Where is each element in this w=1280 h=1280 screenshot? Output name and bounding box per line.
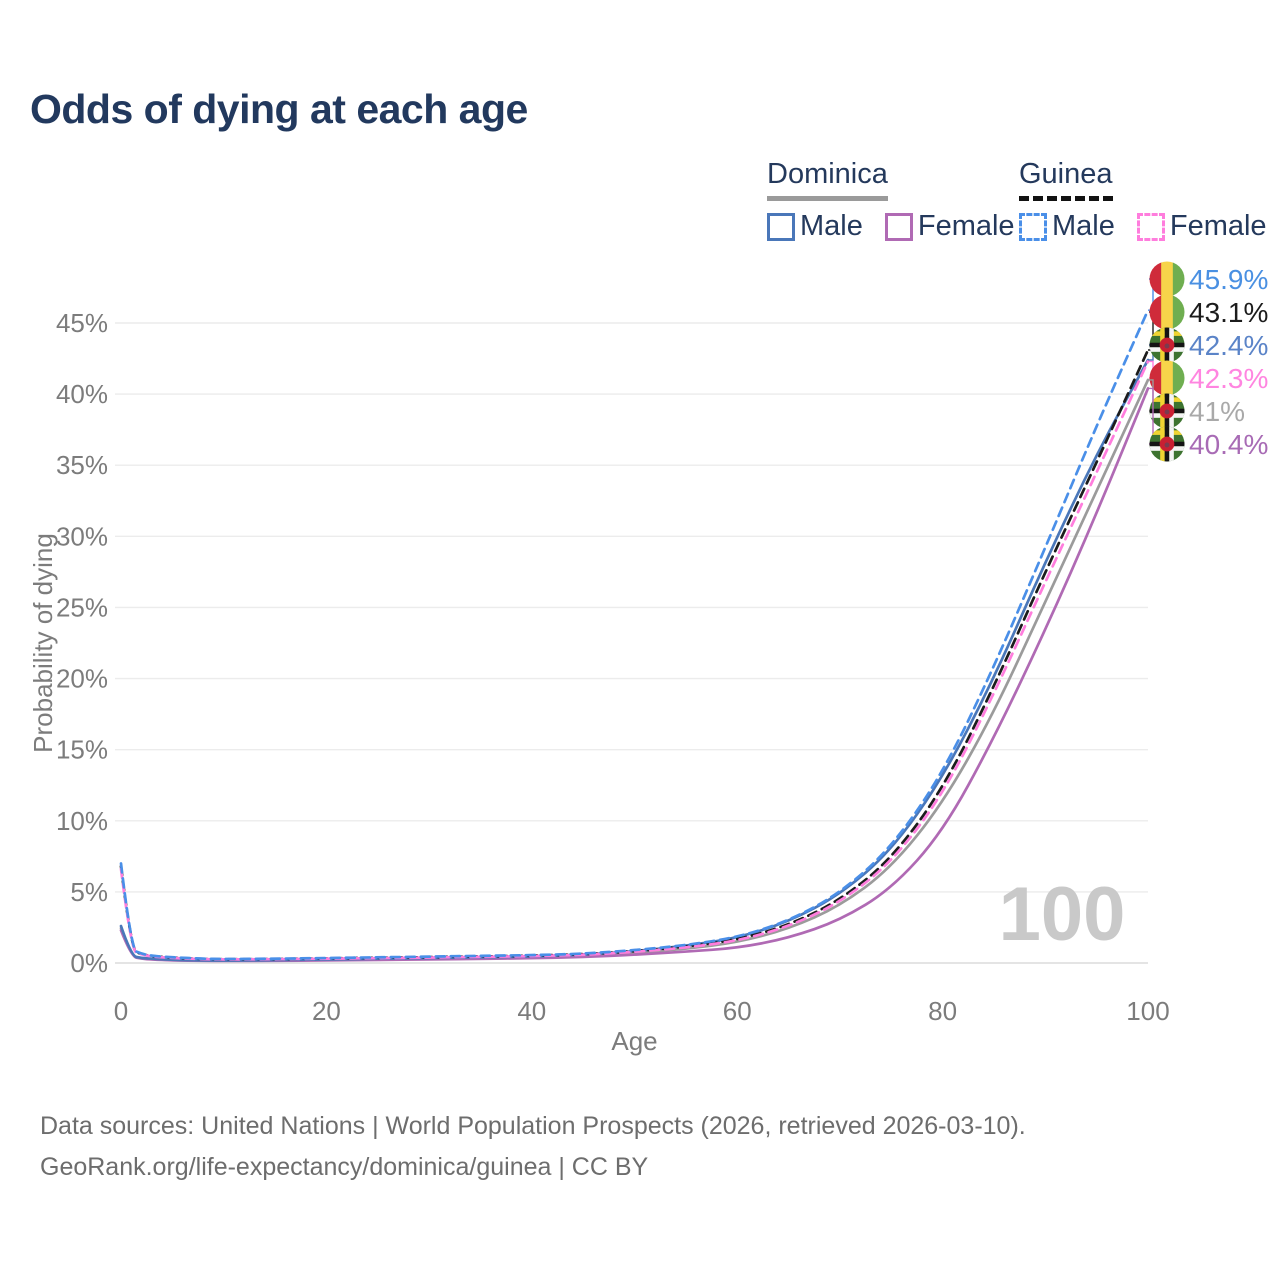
legend-label-dominica-male[interactable]: Male — [800, 210, 863, 242]
x-tick-label-0: 0 — [114, 996, 128, 1026]
end-label-guinea-female[interactable]: 42.3% — [1189, 363, 1268, 394]
curve-guinea-female[interactable] — [119, 360, 1150, 961]
footer-line-datasources: Data sources: United Nations | World Pop… — [40, 1112, 1026, 1140]
y-tick-label-45: 45% — [56, 308, 108, 338]
y-axis-title: Probability of dying — [28, 533, 58, 753]
flag-icon-dominica — [1149, 426, 1185, 462]
age-watermark: 100 — [999, 872, 1126, 957]
legend-group-dominica: Dominica Male Female — [767, 158, 1037, 243]
x-tick-label-60: 60 — [723, 996, 752, 1026]
end-label-dominica-female[interactable]: 40.4% — [1189, 429, 1268, 460]
x-tick-label-100: 100 — [1126, 996, 1169, 1026]
legend-country-dominica[interactable]: Dominica — [767, 158, 888, 201]
legend-swatch-guinea-female[interactable] — [1136, 212, 1165, 241]
curve-dominica-both-sexes-[interactable] — [119, 378, 1150, 963]
y-tick-label-20: 20% — [56, 664, 108, 694]
flag-icon-guinea — [1149, 360, 1185, 396]
x-axis-title: Age — [611, 1026, 657, 1056]
x-tick-label-80: 80 — [928, 996, 957, 1026]
y-tick-label-0: 0% — [70, 948, 108, 978]
legend-items-guinea: Male Female — [1019, 210, 1280, 243]
end-label-guinea-male[interactable]: 45.9% — [1189, 264, 1268, 295]
legend-swatch-dominica-male[interactable] — [767, 212, 795, 241]
y-tick-label-5: 5% — [70, 877, 108, 907]
end-label-dominica-both-sexes-[interactable]: 41% — [1189, 396, 1245, 427]
legend-label-guinea-female[interactable]: Female — [1169, 210, 1267, 242]
axes: 0% 5% 10% 15% 20% 25% 30% 35% 40% 45% 0 20 40 60 80 100… — [28, 308, 1170, 1056]
x-tick-label-20: 20 — [312, 996, 341, 1026]
flag-icon-dominica — [1149, 393, 1185, 429]
y-tick-label-10: 10% — [56, 806, 108, 836]
flag-icon-dominica — [1149, 327, 1185, 363]
flag-icon-guinea — [1149, 261, 1185, 297]
y-tick-label-25: 25% — [56, 592, 108, 622]
legend-label-guinea-male[interactable]: Male — [1052, 210, 1115, 242]
footer-attribution: Data sources: United Nations | World Pop… — [40, 1106, 1026, 1188]
legend-swatch-dominica-female[interactable] — [884, 212, 913, 241]
gridlines — [115, 322, 1148, 964]
curve-dominica-male[interactable] — [119, 358, 1150, 962]
legend-group-guinea: Guinea Male Female — [1019, 158, 1280, 243]
y-tick-label-35: 35% — [56, 450, 108, 480]
y-tick-label-30: 30% — [56, 521, 108, 551]
curves — [119, 308, 1150, 963]
curve-guinea-both-sexes-[interactable] — [119, 348, 1150, 961]
legend-swatch-guinea-male[interactable] — [1019, 212, 1047, 241]
legend-items-dominica: Male Female — [767, 210, 1037, 243]
curve-guinea-male[interactable] — [119, 308, 1150, 961]
y-tick-label-15: 15% — [56, 735, 108, 765]
page-title: Odds of dying at each age — [30, 86, 528, 132]
legend-country-guinea[interactable]: Guinea — [1019, 158, 1113, 201]
footer-line-georank: GeoRank.org/life-expectancy/dominica/gui… — [40, 1153, 649, 1181]
x-tick-label-40: 40 — [517, 996, 546, 1026]
flag-icon-guinea — [1149, 294, 1185, 330]
legend-label-dominica-female[interactable]: Female — [917, 210, 1015, 242]
y-tick-label-40: 40% — [56, 379, 108, 409]
end-label-dominica-male[interactable]: 42.4% — [1189, 330, 1268, 361]
end-labels: 45.9%43.1%42.4%42.3%41%40.4% — [1148, 261, 1268, 462]
end-label-guinea-both-sexes-[interactable]: 43.1% — [1189, 297, 1268, 328]
